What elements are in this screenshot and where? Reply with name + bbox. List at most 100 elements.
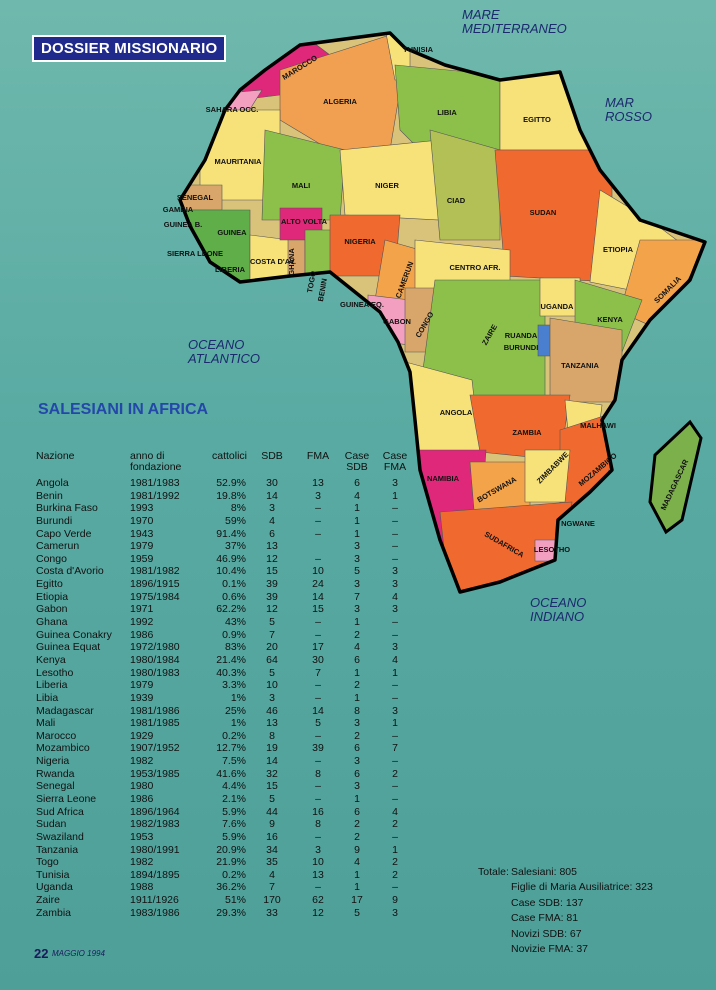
table-cell: 1983/1986	[130, 906, 180, 919]
table-cell: 29.3%	[216, 906, 246, 919]
country-label: SUDAN	[530, 208, 557, 217]
table-cell: 1	[392, 666, 398, 679]
table-cell: 1953	[130, 830, 154, 843]
table-cell: 5.9%	[222, 830, 246, 843]
table-cell: 5	[269, 616, 275, 629]
table-cell: 51%	[224, 894, 246, 907]
table-cell: 1	[354, 666, 360, 679]
table-cell: 9	[269, 818, 275, 831]
table-cell: 5	[354, 906, 360, 919]
sea-label: OCEANO ATLANTICO	[188, 337, 260, 366]
table-cell: 25%	[224, 704, 246, 717]
table-cell: 46	[266, 704, 278, 717]
table-cell: 15	[266, 565, 278, 578]
country-label: ANGOLA	[440, 408, 473, 417]
table-cell: 1982/1983	[130, 818, 180, 831]
table-cell: 40.3%	[216, 666, 246, 679]
table-cell: 7	[315, 666, 321, 679]
totals-line: Case FMA: 81	[511, 912, 579, 925]
table-cell: 1971	[130, 603, 154, 616]
table-cell: 1981/1986	[130, 704, 180, 717]
table-cell: 6	[354, 653, 360, 666]
country-label: NIGER	[375, 181, 399, 190]
table-cell: Libia	[36, 691, 59, 704]
table-cell: 21.4%	[216, 653, 246, 666]
table-cell: 7.5%	[222, 755, 246, 768]
table-cell: 3	[392, 906, 398, 919]
table-cell: 1986	[130, 628, 154, 641]
table-cell: Burundi	[36, 514, 73, 527]
table-cell: 39	[266, 578, 278, 591]
table-cell: 2	[354, 628, 360, 641]
table-cell: 3	[269, 502, 275, 515]
totals-line: Novizie FMA: 37	[511, 943, 589, 955]
table-cell: 3	[354, 603, 360, 616]
table-cell: 1896/1964	[130, 805, 180, 818]
table-cell: –	[392, 679, 398, 692]
table-cell: 1975/1984	[130, 590, 180, 603]
section-title: SALESIANI IN AFRICA	[38, 401, 209, 418]
country-label: NIGERIA	[344, 237, 376, 246]
table-cell: 3	[354, 717, 360, 730]
country-label: COSTA D'AV.	[250, 257, 296, 266]
table-cell: 13	[266, 540, 278, 553]
table-cell: –	[392, 527, 398, 540]
table-cell: –	[315, 502, 321, 515]
table-cell: 1907/1952	[130, 742, 180, 755]
table-cell: 14	[312, 590, 324, 603]
table-header: Case FMA	[382, 450, 408, 473]
table-cell: 83%	[224, 641, 246, 654]
table-cell: 17	[351, 894, 363, 907]
country-region	[499, 69, 591, 151]
table-header: anno di fondazione	[130, 450, 182, 473]
table-cell: Swaziland	[36, 830, 84, 843]
table-cell: –	[392, 540, 398, 553]
table-cell: 4	[392, 653, 398, 666]
table-cell: Burkina Faso	[36, 502, 98, 515]
table-cell: 3	[354, 552, 360, 565]
table-cell: –	[392, 691, 398, 704]
table-cell: Kenya	[36, 653, 66, 666]
table-cell: 32	[266, 767, 278, 780]
sea-label: MARE MEDITERRANEO	[462, 7, 567, 36]
table-cell: 2	[354, 679, 360, 692]
table-cell: 39	[266, 590, 278, 603]
table-cell: 1981/1982	[130, 565, 180, 578]
table-cell: Costa d'Avorio	[36, 565, 104, 578]
table-cell: Guinea Equat	[36, 641, 101, 654]
table-cell: 1896/1915	[130, 578, 180, 591]
table-cell: –	[392, 755, 398, 768]
table-cell: Madagascar	[36, 704, 94, 717]
table-header: cattolici	[212, 450, 248, 462]
table-cell: –	[315, 616, 321, 629]
country-label: BENIN	[316, 278, 329, 303]
totals-line: Case SDB: 137	[511, 896, 584, 909]
country-label: EGITTO	[523, 115, 551, 124]
table-cell: 24	[312, 578, 324, 591]
country-label: LIBERIA	[215, 265, 246, 274]
table-cell: 8	[315, 767, 321, 780]
country-label: UGANDA	[541, 302, 574, 311]
table-cell: 12.7%	[216, 742, 246, 755]
table-cell: 16	[266, 830, 278, 843]
table-cell: 12	[266, 552, 278, 565]
table-cell: 1911/1926	[130, 894, 179, 907]
table-cell: Angola	[36, 477, 69, 489]
table-cell: 2	[392, 767, 398, 780]
table-cell: 8	[315, 818, 321, 831]
table-cell: 3	[392, 603, 398, 616]
table-cell: –	[315, 628, 321, 641]
table-cell: 1939	[130, 691, 154, 704]
table-cell: –	[392, 793, 398, 805]
table-cell: 16	[312, 805, 324, 818]
country-label: TANZANIA	[561, 361, 599, 370]
table-cell: –	[315, 729, 321, 742]
table-cell: –	[315, 881, 321, 894]
country-label: RUANDA	[505, 331, 538, 340]
table-cell: Zaire	[36, 894, 60, 907]
table-cell: 170	[263, 894, 281, 907]
table-cell: 14	[312, 704, 324, 717]
table-header: SDB	[261, 450, 283, 462]
table-cell: 12	[312, 906, 324, 919]
country-label: MALI	[292, 181, 310, 190]
